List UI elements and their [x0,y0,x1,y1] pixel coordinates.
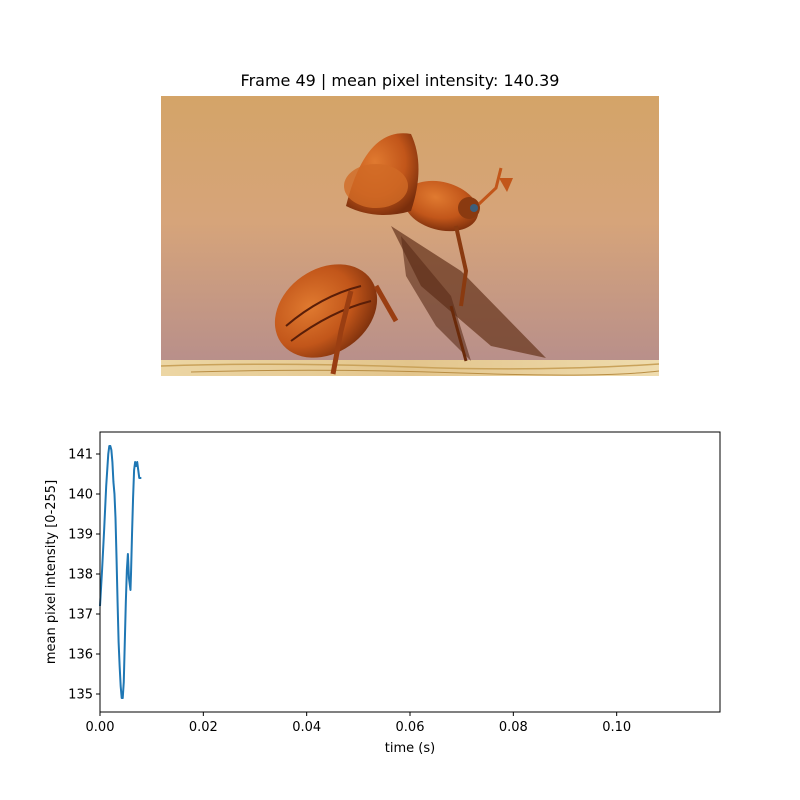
video-frame-image [161,96,659,376]
x-tick-label: 0.08 [499,720,528,735]
y-tick-label: 136 [68,648,93,663]
x-tick-label: 0.04 [292,720,321,735]
x-tick-label: 0.10 [602,720,631,735]
x-tick-label: 0.02 [189,720,218,735]
y-tick-label: 140 [68,488,93,503]
plot-frame [99,431,721,713]
x-tick-label: 0.00 [86,720,115,735]
x-ticks: 0.00 0.02 0.04 0.06 0.08 0.10 [86,712,631,735]
y-tick-label: 138 [68,568,93,583]
series-line [99,445,142,699]
x-axis-label: time (s) [385,741,435,756]
y-tick-label: 135 [68,688,93,703]
y-tick-label: 137 [68,608,93,623]
x-tick-label: 0.06 [396,720,425,735]
y-tick-label: 141 [68,448,93,463]
y-ticks: 135 136 137 138 139 140 141 [68,448,100,703]
y-tick-label: 139 [68,528,93,543]
y-axis-label: mean pixel intensity [0-255] [44,480,59,664]
figure-title: Frame 49 | mean pixel intensity: 140.39 [240,71,560,90]
